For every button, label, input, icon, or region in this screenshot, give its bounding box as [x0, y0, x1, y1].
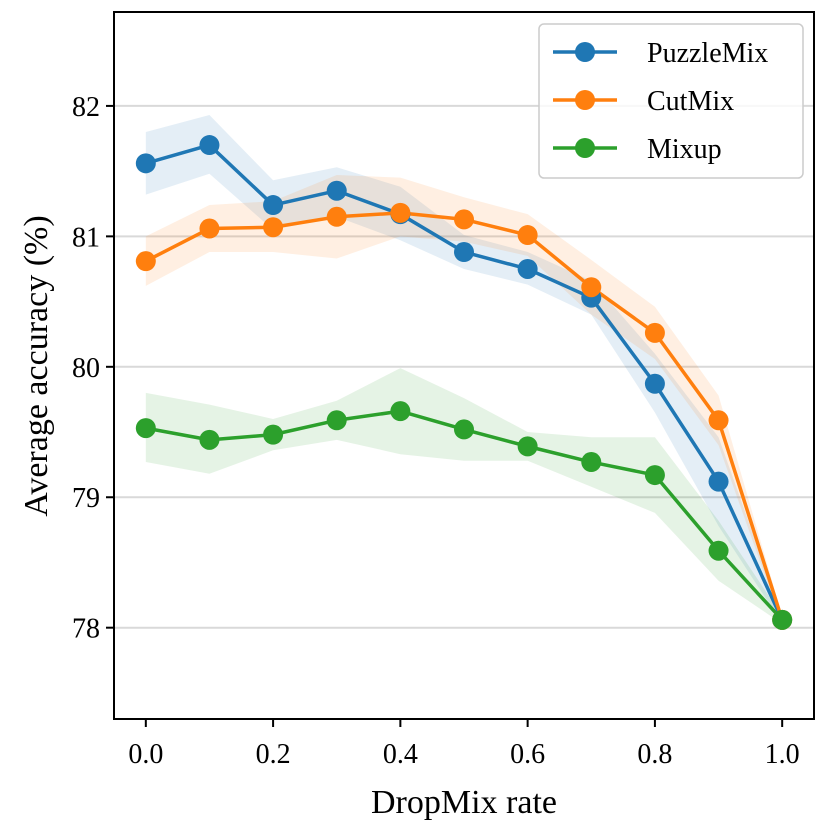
point-mixup	[326, 410, 347, 431]
point-cutmix	[581, 277, 602, 298]
point-puzzlemix	[135, 153, 156, 174]
y-tick-label: 82	[72, 92, 100, 123]
y-axis-label: Average accuracy (%)	[18, 215, 55, 516]
legend-items: PuzzleMix CutMix Mixup	[553, 38, 768, 165]
point-mixup	[708, 540, 729, 561]
point-mixup	[772, 609, 793, 630]
point-mixup	[517, 436, 538, 457]
legend-label-cutmix: CutMix	[647, 86, 734, 117]
legend-marker-cutmix	[575, 90, 595, 110]
legend: PuzzleMix CutMix Mixup	[538, 23, 804, 179]
point-puzzlemix	[263, 195, 284, 216]
x-tick-label: 1.0	[765, 739, 800, 770]
x-tick-label: 0.4	[383, 739, 418, 770]
point-mixup	[644, 465, 665, 486]
band-cutmix	[145, 175, 783, 624]
legend-label-puzzlemix: PuzzleMix	[647, 38, 768, 69]
x-tick-label: 0.0	[128, 739, 163, 770]
point-mixup	[390, 401, 411, 422]
point-mixup	[199, 429, 220, 450]
point-puzzlemix	[199, 135, 220, 156]
y-tick-label: 81	[72, 222, 100, 253]
legend-label-mixup: Mixup	[647, 134, 722, 165]
y-tick-label: 80	[72, 353, 100, 384]
point-cutmix	[644, 322, 665, 343]
x-tick-label: 0.8	[637, 739, 672, 770]
point-mixup	[454, 419, 474, 440]
x-tick-label: 0.6	[510, 739, 545, 770]
point-cutmix	[263, 217, 284, 238]
point-cutmix	[390, 202, 411, 223]
point-cutmix	[199, 218, 220, 239]
point-cutmix	[135, 251, 156, 272]
axis-ticks: 78 79 80 81 82 0.0 0.2 0.4 0.6 0.8 1.0	[72, 92, 800, 770]
grid-layer	[114, 104, 814, 629]
confidence-bands	[145, 115, 783, 624]
point-cutmix	[326, 206, 347, 227]
legend-box	[538, 23, 804, 179]
series-markers	[135, 135, 793, 630]
x-axis-label: DropMix rate	[371, 784, 557, 821]
point-puzzlemix	[708, 471, 729, 492]
plot-frame	[113, 11, 815, 720]
point-mixup	[263, 424, 284, 445]
point-mixup	[581, 452, 602, 473]
point-cutmix	[708, 410, 729, 431]
y-tick-label: 79	[72, 483, 100, 514]
point-puzzlemix	[644, 373, 665, 394]
point-puzzlemix	[517, 258, 538, 279]
band-mixup	[145, 368, 783, 624]
legend-marker-puzzlemix	[575, 42, 595, 62]
band-puzzlemix	[145, 115, 783, 624]
point-puzzlemix	[454, 242, 474, 263]
point-mixup	[135, 418, 156, 439]
point-puzzlemix	[326, 180, 347, 201]
point-cutmix	[454, 209, 474, 230]
y-tick-label: 78	[72, 614, 100, 645]
x-tick-label: 0.2	[256, 739, 291, 770]
point-cutmix	[517, 225, 538, 246]
legend-marker-mixup	[575, 138, 595, 158]
